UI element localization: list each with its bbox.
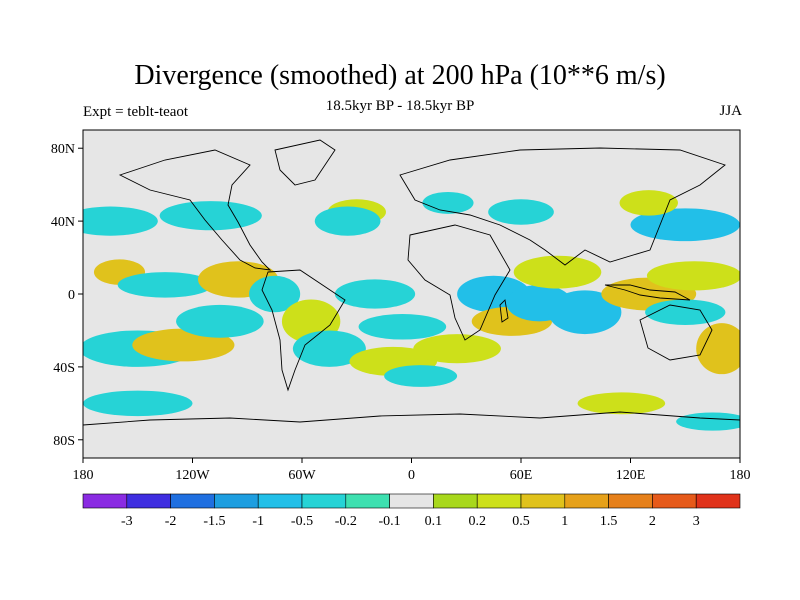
field-anomaly-18 [358,314,447,340]
divergence-field [83,190,740,431]
season-label: JJA [719,103,742,119]
field-anomaly-1 [159,201,262,231]
field-anomaly-30 [696,323,740,375]
colorbar-label: -0.2 [335,514,357,529]
colorbar: -3 -2 -1.5 -1 -0.5 -0.2 -0.1 0.1 0.2 0.5 1 1.5 2 3 [82,493,741,529]
field-anomaly-12 [334,279,416,309]
experiment-label: Expt = teblt-teaot [83,104,189,120]
colorbar-label: 3 [693,514,700,529]
field-anomaly-6 [630,208,740,242]
colorbar-swatch [476,493,522,509]
field-anomaly-0 [83,206,158,236]
colorbar-swatch [608,493,653,509]
colorbar-label: -1.5 [203,514,225,529]
colorbar-label: -3 [121,514,133,529]
colorbar-label: -0.5 [291,514,313,529]
field-anomaly-25 [548,290,622,335]
coastlines [83,139,740,426]
colorbar-label: 0.5 [512,514,530,529]
field-anomaly-26 [513,255,602,289]
field-anomaly-9 [117,272,213,298]
longitude-axis: 180 120W 60W 0 60E 120E 180 [73,458,751,483]
lon-tick-label: 0 [408,468,415,483]
lon-tick-label: 120W [175,468,210,483]
lon-tick-label: 60W [288,468,316,483]
colorbar-swatch [433,493,478,509]
colorbar-swatch [389,493,434,509]
map-subtitle: 18.5kyr BP - 18.5kyr BP [325,98,475,114]
field-anomaly-28 [646,261,740,291]
lat-tick-label: 40N [51,215,75,230]
colorbar-swatch [695,493,741,509]
colorbar-swatch [301,493,347,509]
colorbar-swatch [520,493,566,509]
field-anomaly-3 [314,206,381,236]
colorbar-label: 1.5 [600,514,618,529]
field-anomaly-21 [413,334,501,364]
colorbar-swatch [126,493,171,509]
field-anomaly-4 [422,191,474,214]
colorbar-label: 0.2 [468,514,486,529]
lon-tick-label: 60E [510,468,533,483]
colorbar-swatch [214,493,259,509]
colorbar-label: -0.1 [379,514,401,529]
lat-tick-label: 0 [68,288,75,303]
lat-tick-label: 80S [53,434,75,449]
map-title: Divergence (smoothed) at 200 hPa (10**6 … [134,60,666,91]
colorbar-swatch [564,493,609,509]
colorbar-label: -1 [252,514,264,529]
colorbar-swatch [345,493,390,509]
colorbar-swatch [170,493,215,509]
field-anomaly-5 [488,199,554,225]
field-anomaly-29 [645,299,726,325]
colorbar-label: 2 [649,514,656,529]
field-anomaly-7 [619,190,678,216]
colorbar-swatch [257,493,303,509]
colorbar-label: -2 [165,514,177,529]
lon-tick-label: 120E [616,468,646,483]
field-anomaly-11 [249,275,301,313]
field-anomaly-31 [83,390,193,417]
lat-tick-label: 40S [53,361,75,376]
lon-tick-label: 180 [730,468,751,483]
latitude-axis: 80N 40N 0 40S 80S [51,142,83,449]
lat-tick-label: 80N [51,142,75,157]
colorbar-swatch [652,493,697,509]
field-anomaly-20 [384,365,458,387]
colorbar-label: 1 [561,514,568,529]
colorbar-label: 0.1 [425,514,443,529]
lon-tick-label: 180 [73,468,94,483]
field-anomaly-33 [676,412,740,431]
field-anomaly-17 [176,304,264,338]
field-anomaly-32 [577,392,666,415]
colorbar-swatch [82,493,128,509]
